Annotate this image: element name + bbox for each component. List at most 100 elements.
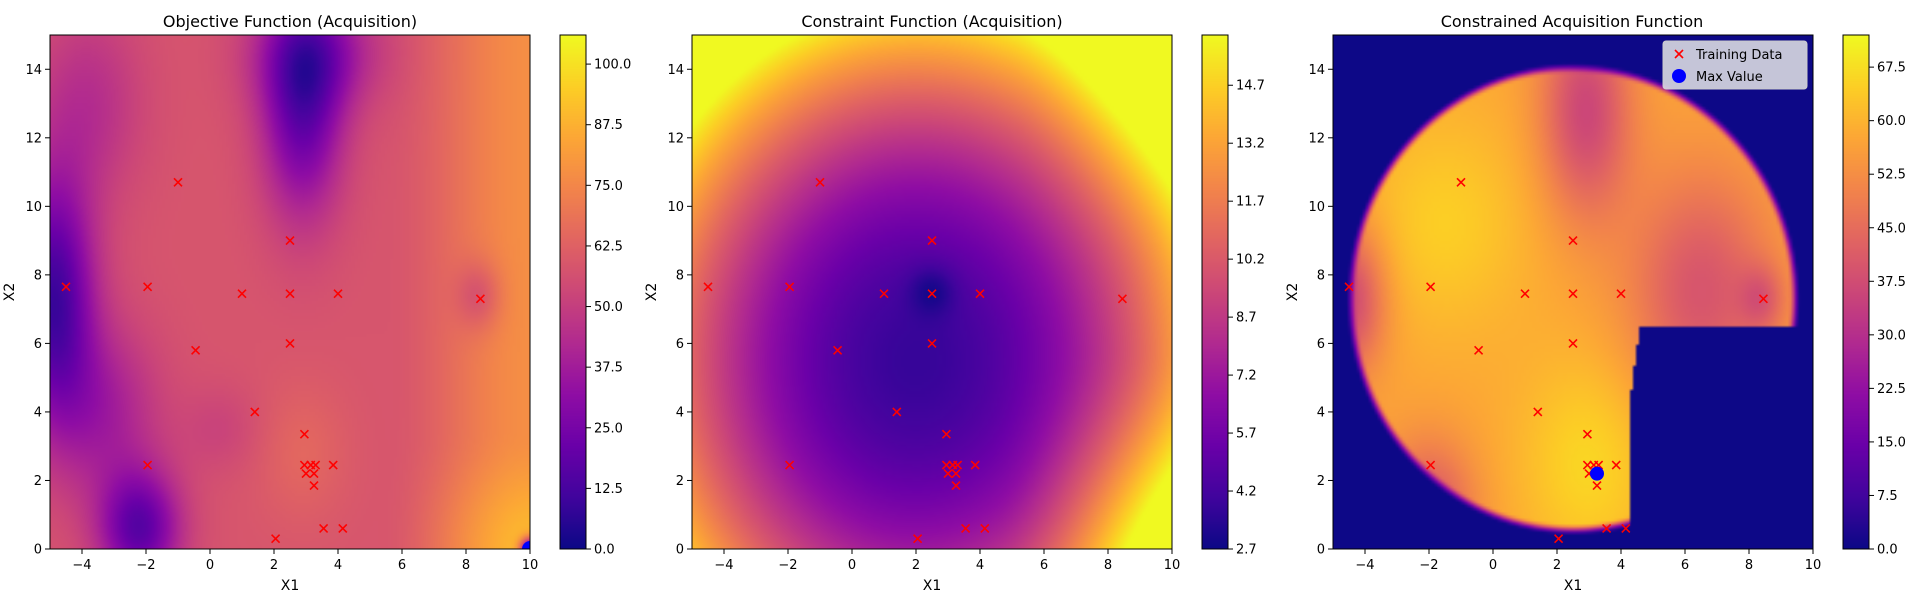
x-axis-label: X1 bbox=[923, 578, 942, 594]
colorbar bbox=[560, 35, 586, 549]
training-point-marker bbox=[1582, 429, 1592, 439]
colorbar-tick-label: 4.2 bbox=[1236, 485, 1257, 500]
y-tick-label: 8 bbox=[34, 268, 42, 283]
y-tick-label: 12 bbox=[667, 131, 684, 146]
y-tick-label: 6 bbox=[1317, 337, 1325, 352]
colorbar-tick-label: 62.5 bbox=[594, 239, 623, 254]
x-tick-label: 4 bbox=[976, 558, 984, 573]
training-point-marker bbox=[703, 282, 713, 292]
colorbar-tick-label: 0.0 bbox=[594, 543, 615, 558]
x-tick-label: 2 bbox=[1553, 558, 1561, 573]
y-ticks: 0 2 4 6 8 10 12 14 bbox=[25, 63, 50, 558]
colorbar-tick-label: 25.0 bbox=[594, 421, 623, 436]
colorbar-tick-label: 50.0 bbox=[594, 300, 623, 315]
y-tick-label: 2 bbox=[676, 474, 684, 489]
y-tick-label: 4 bbox=[676, 405, 684, 420]
training-point-marker bbox=[943, 469, 953, 479]
legend-max-marker bbox=[1672, 69, 1686, 83]
colorbar-tick-label: 11.7 bbox=[1236, 195, 1265, 210]
colorbar-tick-label: 13.2 bbox=[1236, 137, 1265, 152]
x-axis-label: X1 bbox=[281, 578, 300, 594]
training-point-marker bbox=[309, 469, 319, 479]
y-tick-label: 14 bbox=[667, 63, 684, 78]
y-tick-label: 2 bbox=[1317, 474, 1325, 489]
training-point-marker bbox=[328, 460, 338, 470]
training-point-marker bbox=[1533, 407, 1543, 417]
training-point-marker bbox=[815, 177, 825, 187]
x-tick-label: 8 bbox=[1104, 558, 1112, 573]
training-point-marker bbox=[1568, 236, 1578, 246]
training-point-marker bbox=[301, 469, 311, 479]
colorbar-tick-label: 12.5 bbox=[594, 482, 623, 497]
x-tick-label: 6 bbox=[1040, 558, 1048, 573]
x-axis-label: X1 bbox=[1564, 578, 1583, 594]
training-point-marker bbox=[299, 429, 309, 439]
colorbar-tick-label: 30.0 bbox=[1877, 328, 1906, 343]
y-axis-label: X2 bbox=[644, 283, 660, 302]
training-point-marker bbox=[237, 289, 247, 299]
x-ticks: −4 −2 0 2 4 6 8 10 bbox=[72, 549, 538, 573]
training-point-marker bbox=[913, 534, 923, 544]
training-point-marker bbox=[1456, 177, 1466, 187]
x-tick-label: −4 bbox=[714, 558, 733, 573]
x-tick-label: 2 bbox=[270, 558, 278, 573]
training-point-marker bbox=[173, 177, 183, 187]
y-tick-label: 8 bbox=[1317, 268, 1325, 283]
training-point-marker bbox=[1520, 289, 1530, 299]
training-point-marker bbox=[975, 289, 985, 299]
training-point-marker bbox=[250, 407, 260, 417]
x-tick-label: 10 bbox=[1805, 558, 1822, 573]
colorbar-frame bbox=[559, 34, 587, 550]
y-tick-label: 12 bbox=[25, 131, 42, 146]
colorbar-tick-label: 100.0 bbox=[594, 58, 631, 73]
training-point-marker bbox=[1426, 460, 1436, 470]
y-axis-label: X2 bbox=[1285, 283, 1301, 302]
training-point-marker bbox=[311, 460, 321, 470]
training-points bbox=[61, 177, 530, 549]
training-point-marker bbox=[1117, 294, 1127, 304]
y-tick-label: 10 bbox=[667, 200, 684, 215]
colorbar bbox=[1843, 35, 1869, 549]
training-point-marker bbox=[61, 282, 71, 292]
x-tick-label: 6 bbox=[398, 558, 406, 573]
x-tick-label: 4 bbox=[1617, 558, 1625, 573]
y-tick-label: 6 bbox=[34, 337, 42, 352]
y-tick-label: 10 bbox=[1308, 200, 1325, 215]
training-point-marker bbox=[475, 294, 485, 304]
training-point-marker bbox=[271, 534, 281, 544]
training-point-marker bbox=[1474, 345, 1484, 355]
colorbar-frame bbox=[1201, 34, 1229, 550]
x-tick-label: −4 bbox=[72, 558, 91, 573]
training-point-marker bbox=[951, 481, 961, 491]
training-point-marker bbox=[1568, 289, 1578, 299]
x-tick-label: 2 bbox=[912, 558, 920, 573]
colorbar-tick-label: 75.0 bbox=[594, 179, 623, 194]
training-point-marker bbox=[980, 523, 990, 534]
chart-title: Constrained Acquisition Function bbox=[1441, 12, 1704, 31]
x-tick-label: 6 bbox=[1681, 558, 1689, 573]
x-tick-label: −2 bbox=[778, 558, 797, 573]
training-points bbox=[703, 177, 1127, 544]
training-point-marker bbox=[879, 289, 889, 299]
colorbar-tick-label: 7.5 bbox=[1877, 489, 1898, 504]
colorbar-tick-label: 14.7 bbox=[1236, 79, 1265, 94]
training-point-marker bbox=[785, 460, 795, 470]
colorbar-tick-label: 0.0 bbox=[1877, 543, 1898, 558]
heatmap-constrained bbox=[1333, 35, 1813, 549]
colorbar-tick-label: 2.7 bbox=[1236, 543, 1257, 558]
axes-frame bbox=[49, 34, 531, 550]
training-point-marker bbox=[1758, 294, 1768, 304]
legend-label-max: Max Value bbox=[1696, 70, 1763, 85]
training-point-marker bbox=[1426, 282, 1436, 292]
colorbar-tick-label: 15.0 bbox=[1877, 435, 1906, 450]
axes-frame bbox=[691, 34, 1173, 550]
x-tick-label: −4 bbox=[1355, 558, 1374, 573]
training-point-marker bbox=[1611, 460, 1621, 470]
axes-frame bbox=[1332, 34, 1814, 550]
training-point-marker bbox=[1554, 534, 1564, 544]
y-tick-label: 4 bbox=[1317, 405, 1325, 420]
training-point-marker bbox=[953, 460, 963, 470]
x-tick-label: 0 bbox=[848, 558, 856, 573]
training-point-marker bbox=[951, 469, 961, 479]
